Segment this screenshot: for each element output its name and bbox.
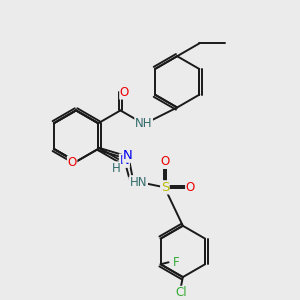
Text: O: O	[186, 181, 195, 194]
Text: NH: NH	[135, 117, 152, 130]
Text: N: N	[119, 154, 129, 167]
Text: HN: HN	[130, 176, 147, 189]
Text: Cl: Cl	[175, 286, 187, 299]
Text: H: H	[112, 162, 120, 175]
Text: O: O	[68, 156, 77, 169]
Text: N: N	[123, 149, 133, 162]
Text: F: F	[173, 256, 180, 269]
Text: O: O	[120, 86, 129, 99]
Text: S: S	[161, 181, 169, 194]
Text: H: H	[129, 177, 138, 190]
Text: O: O	[160, 155, 170, 168]
